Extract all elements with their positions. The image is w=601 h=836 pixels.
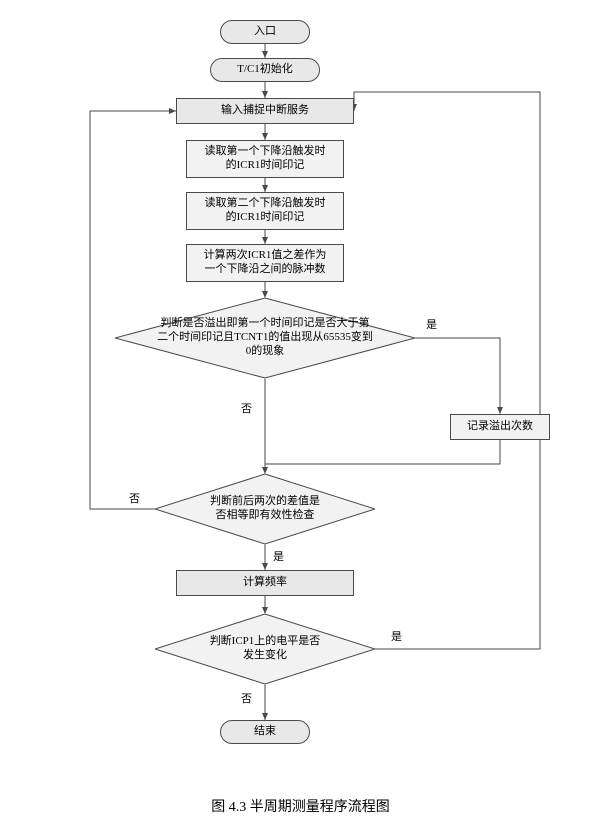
label-d2-no: 否 [128,490,141,506]
node-calc: 计算两次ICR1值之差作为 一个下降沿之间的脉冲数 [186,244,344,282]
node-read1-label: 读取第一个下降沿触发时 的ICR1时间印记 [205,145,326,173]
node-end: 结束 [220,720,310,744]
label-d1-no: 否 [240,400,253,416]
flowchart-canvas: 入口 T/C1初始化 输入捕捉中断服务 读取第一个下降沿触发时 的ICR1时间印… [20,20,581,786]
node-freq-label: 计算频率 [243,576,287,590]
label-d3-yes: 是 [390,628,403,644]
node-d1: 判断是否溢出即第一个时间印记是否大于第 二个时间印记且TCNT1的值出现从655… [115,298,415,378]
node-read2: 读取第二个下降沿触发时 的ICR1时间印记 [186,192,344,230]
node-init-label: T/C1初始化 [237,63,293,77]
node-d3: 判断ICP1上的电平是否 发生变化 [155,614,375,684]
node-end-label: 结束 [254,725,276,739]
label-d2-yes: 是 [272,548,285,564]
node-init: T/C1初始化 [210,58,320,82]
node-isr: 输入捕捉中断服务 [176,98,354,124]
node-read2-label: 读取第二个下降沿触发时 的ICR1时间印记 [205,197,326,225]
node-d1-label: 判断是否溢出即第一个时间印记是否大于第 二个时间印记且TCNT1的值出现从655… [157,317,373,358]
node-freq: 计算频率 [176,570,354,596]
node-read1: 读取第一个下降沿触发时 的ICR1时间印记 [186,140,344,178]
node-d3-label: 判断ICP1上的电平是否 发生变化 [210,635,321,663]
node-d2-label: 判断前后两次的差值是 否相等即有效性检查 [210,495,320,523]
node-start-label: 入口 [254,25,276,39]
label-d1-yes: 是 [425,316,438,332]
node-start: 入口 [220,20,310,44]
node-d2: 判断前后两次的差值是 否相等即有效性检查 [155,474,375,544]
node-overflow: 记录溢出次数 [450,414,550,440]
node-overflow-label: 记录溢出次数 [467,420,533,434]
node-isr-label: 输入捕捉中断服务 [221,104,309,118]
label-d3-no: 否 [240,690,253,706]
figure-caption: 图 4.3 半周期测量程序流程图 [20,796,581,816]
node-calc-label: 计算两次ICR1值之差作为 一个下降沿之间的脉冲数 [204,249,327,277]
